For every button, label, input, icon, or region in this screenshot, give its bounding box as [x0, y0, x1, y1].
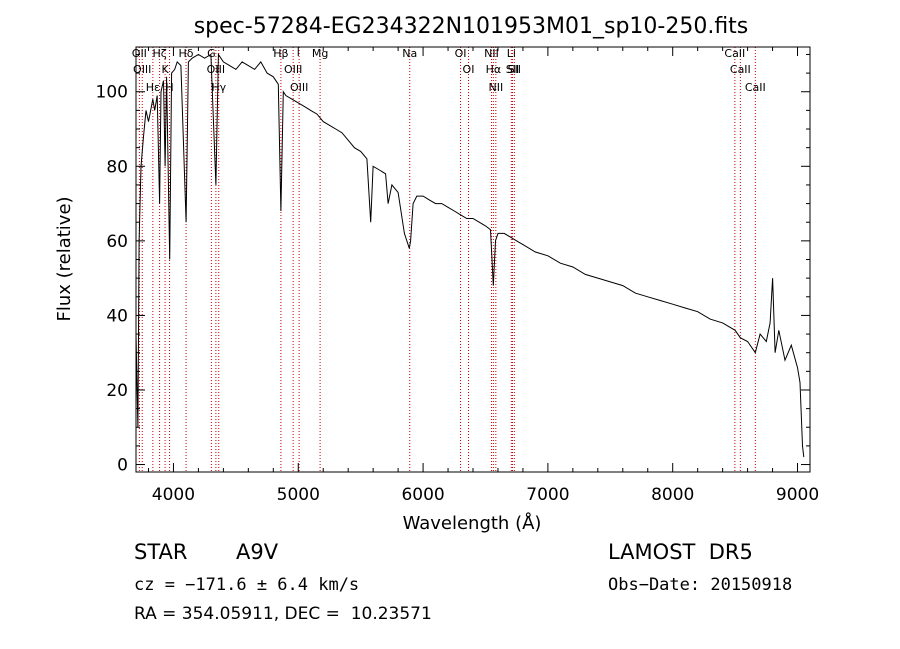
- y-tick-label-5: 100: [96, 83, 128, 103]
- marker-label-3: Hζ: [152, 47, 166, 60]
- x-axis-ticks: 4000 5000 6000 7000 8000 9000: [147, 47, 819, 505]
- marker-label-7: G: [207, 47, 216, 60]
- x-tick-label-4: 8000: [651, 485, 694, 505]
- x-tick-label-1: 5000: [277, 485, 320, 505]
- redshift-text: cz = −171.6 ± 6.4 km/s: [134, 575, 360, 595]
- x-tick-label-5: 9000: [776, 485, 819, 505]
- marker-label-12: OIII: [290, 81, 308, 94]
- marker-label-13: Mg: [312, 47, 328, 60]
- plot-frame: [135, 46, 811, 473]
- spectral-line-markers: [138, 47, 756, 472]
- marker-label-23: CaII: [724, 47, 745, 60]
- marker-label-10: Hβ: [273, 47, 288, 60]
- y-tick-label-3: 60: [106, 232, 128, 252]
- marker-label-8: OIII: [207, 63, 225, 76]
- subclass-label: A9V: [236, 540, 279, 564]
- marker-label-20: Li: [507, 47, 516, 60]
- marker-label-2: Hε: [146, 81, 160, 94]
- x-tick-label-2: 6000: [401, 485, 444, 505]
- marker-label-22: SII: [508, 63, 521, 76]
- marker-label-17: NII: [484, 47, 499, 60]
- coords-text: RA = 354.05911, DEC = 10.23571: [134, 604, 432, 624]
- marker-label-15: OI: [455, 47, 467, 60]
- obs-date-text: Obs−Date: 20150918: [608, 575, 793, 595]
- x-axis-label: Wavelength (Å): [403, 512, 542, 534]
- y-axis-ticks: 0 20 40 60 80 100: [96, 53, 810, 476]
- marker-label-25: CaII: [745, 81, 766, 94]
- marker-label-21: SII: [506, 63, 519, 76]
- spectrum-line: [135, 52, 805, 458]
- marker-label-18: Hα: [486, 63, 502, 76]
- survey-label: LAMOST DR5: [608, 540, 753, 564]
- x-tick-label-3: 7000: [526, 485, 569, 505]
- y-tick-label-0: 0: [117, 456, 128, 476]
- marker-label-0: OII: [132, 47, 147, 60]
- marker-label-14: Na: [402, 47, 417, 60]
- x-tick-label-0: 4000: [152, 485, 195, 505]
- y-tick-label-1: 20: [106, 381, 128, 401]
- marker-label-4: K: [161, 63, 169, 76]
- marker-label-11: OIII: [284, 63, 302, 76]
- y-tick-label-2: 40: [106, 306, 128, 326]
- y-tick-label-4: 80: [106, 157, 128, 177]
- marker-label-6: Hδ: [179, 47, 194, 60]
- marker-label-9: Hγ: [211, 81, 226, 94]
- y-axis-label: Flux (relative): [54, 196, 75, 321]
- chart-title: spec-57284-EG234322N101953M01_sp10-250.f…: [194, 14, 749, 39]
- marker-label-5: H: [165, 81, 173, 94]
- marker-label-24: CaII: [730, 63, 751, 76]
- marker-label-16: OI: [463, 63, 475, 76]
- class-label: STAR: [134, 540, 188, 564]
- marker-label-19: NII: [488, 81, 503, 94]
